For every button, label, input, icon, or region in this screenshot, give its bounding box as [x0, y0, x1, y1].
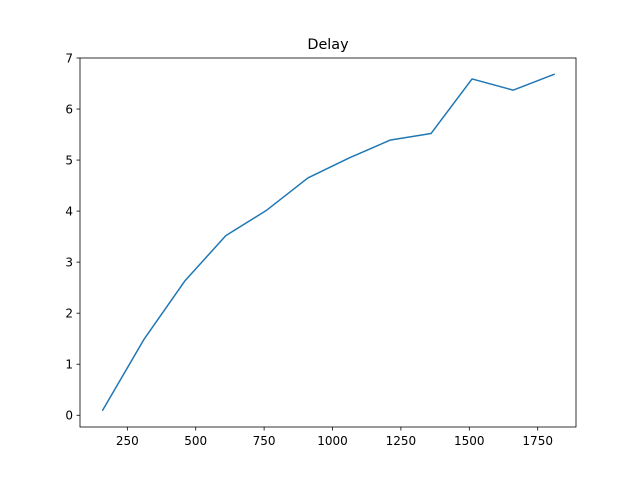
y-tick-label: 4 — [65, 204, 73, 218]
x-tick-label: 1000 — [317, 434, 348, 448]
chart-title: Delay — [307, 37, 349, 53]
y-tick-label: 2 — [65, 306, 73, 320]
y-tick-label: 1 — [65, 358, 73, 372]
series-layer — [101, 73, 556, 412]
y-tick-label: 0 — [65, 409, 73, 423]
x-tick-label: 500 — [184, 434, 207, 448]
x-tick-label: 1750 — [522, 434, 553, 448]
x-axis: 250 500 750 1000 1250 1500 1750 — [116, 427, 553, 448]
x-tick-label: 1250 — [386, 434, 417, 448]
series-line-0 — [101, 73, 556, 412]
y-tick-label: 5 — [65, 153, 73, 167]
y-tick-label: 6 — [65, 102, 73, 116]
y-tick-label: 7 — [65, 51, 73, 65]
plot-frame — [79, 57, 577, 428]
y-tick-label: 3 — [65, 255, 73, 269]
y-axis: 0 1 2 3 4 5 6 7 — [65, 51, 80, 423]
x-tick-label: 250 — [116, 434, 139, 448]
x-tick-label: 1500 — [454, 434, 485, 448]
x-tick-label: 750 — [253, 434, 276, 448]
